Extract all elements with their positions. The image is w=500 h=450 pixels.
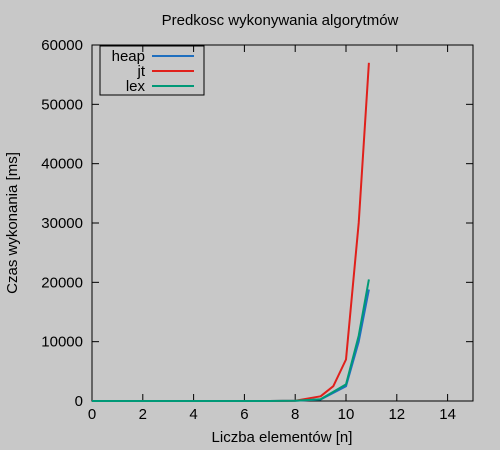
x-tick-label: 4 [189,406,197,423]
legend-box [99,45,205,96]
series-line-jt [92,62,370,402]
x-tick-label: 14 [439,406,456,423]
y-tick-label: 20000 [41,274,83,291]
plot-frame [91,44,474,402]
x-axis-label: Liczba elementów [n] [212,429,353,446]
legend-label-heap: heap [112,48,145,65]
legend-label-lex: lex [126,78,146,95]
series-line-heap [92,289,370,402]
x-tick-label: 2 [139,406,147,423]
series-lines [92,62,370,402]
y-tick-label: 40000 [41,156,83,173]
chart-title: Predkosc wykonywania algorytmów [162,12,399,29]
y-tick-label: 30000 [41,215,83,232]
legend-label-jt: jt [137,63,146,80]
x-tick-label: 12 [388,406,405,423]
x-tick-label: 6 [240,406,248,423]
y-axis-label: Czas wykonania [ms] [4,152,21,294]
y-tick-label: 50000 [41,96,83,113]
y-tick-label: 10000 [41,334,83,351]
series-line-lex [92,279,370,402]
y-tick-label: 60000 [41,37,83,54]
x-tick-label: 10 [338,406,355,423]
y-tick-label: 0 [75,393,83,410]
x-tick-label: 0 [88,406,96,423]
x-tick-label: 8 [291,406,299,423]
